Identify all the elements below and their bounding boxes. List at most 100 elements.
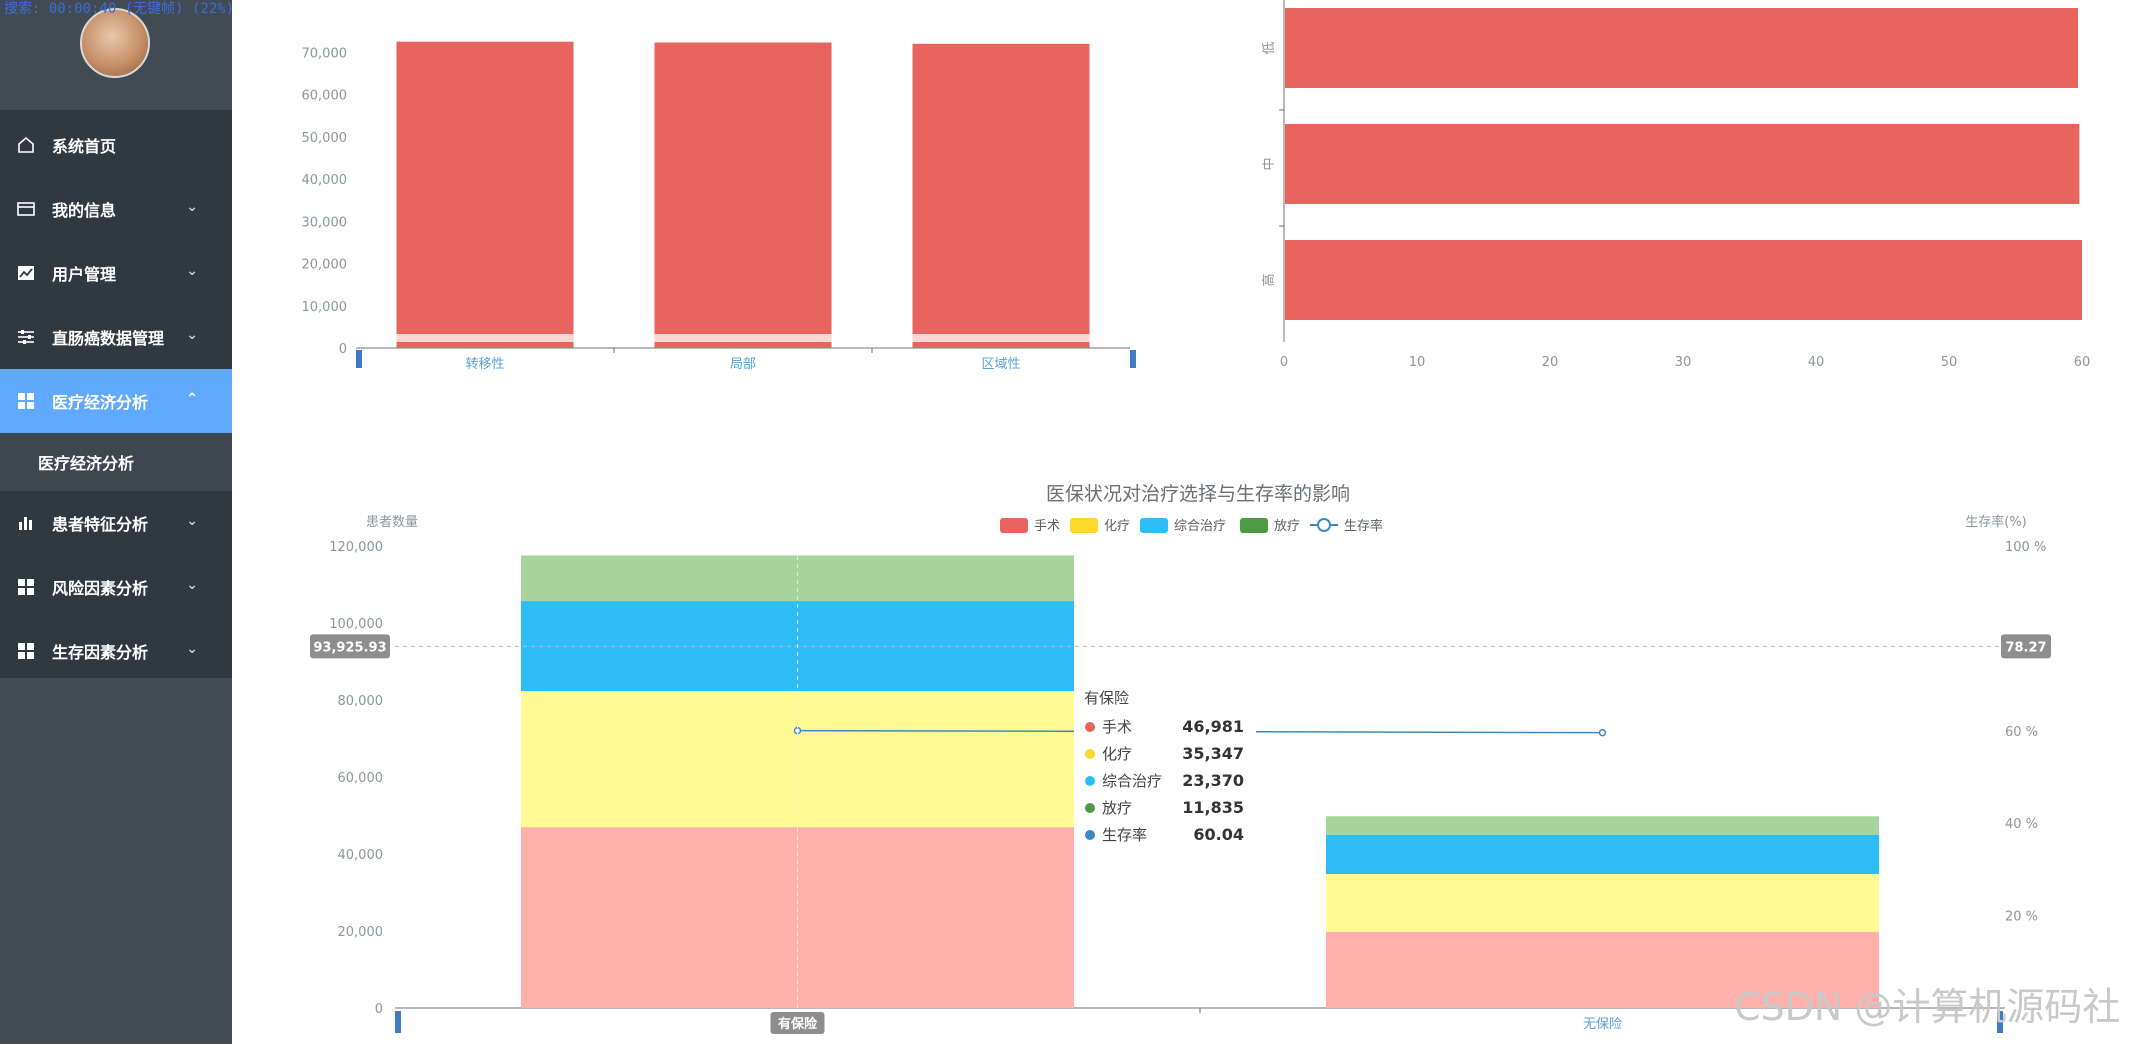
- stacked-bar-segment: [1326, 834, 1879, 875]
- chevron-down-icon: ⌄: [186, 513, 198, 529]
- y-tick-label: 20,000: [338, 925, 384, 940]
- datazoom-handle-left: [356, 350, 362, 368]
- y2-tick-label: 40 %: [2005, 817, 2038, 832]
- bar: [654, 42, 832, 348]
- tooltip-title: 有保险: [1084, 689, 1129, 707]
- sidebar-item-label: 风险因素分析: [52, 579, 149, 598]
- y2-axis-pointer-badge: [2001, 634, 2051, 659]
- tooltip-box: [1074, 678, 1256, 858]
- survival-point: [1598, 728, 1607, 737]
- sidebar-item-label: 患者特征分析: [52, 515, 149, 534]
- x-tick-label: 50: [1941, 355, 1958, 370]
- sidebar-item-label: 生存因素分析: [52, 643, 149, 662]
- bar: [396, 41, 574, 348]
- stacked-bar-segment: [1326, 931, 1879, 1008]
- sidebar-item-label: 直肠癌数据管理: [52, 329, 165, 348]
- sliders-icon: [16, 327, 36, 347]
- datazoom-handle-right: [1997, 1011, 2003, 1033]
- stacked-bar-segment: [1326, 874, 1879, 932]
- y-tick-label: 20,000: [302, 258, 348, 273]
- chevron-down-icon: ⌄: [186, 577, 198, 593]
- bar: [1285, 124, 2080, 204]
- tooltip-series-name: 手术: [1102, 718, 1132, 736]
- x-tick-label: 无保险: [1583, 1017, 1622, 1032]
- tooltip-series-name: 生存率: [1102, 826, 1147, 844]
- home-icon: [16, 135, 36, 155]
- tooltip-marker: [1085, 830, 1095, 840]
- x-tick-label: 20: [1542, 355, 1559, 370]
- grade-horizontal-bar-chart: 0 10 20 30 40 50 60 高 中 低: [1261, 0, 2090, 370]
- search-status-text: 搜索: 00:00:40 (无键帧) (22%): [4, 1, 235, 17]
- watermark-text: CSDN @计算机源码社: [1734, 985, 2120, 1029]
- x-tick-label: 0: [1280, 355, 1288, 370]
- legend-label: 化疗: [1104, 519, 1130, 534]
- x-tick-label: 转移性: [465, 357, 504, 372]
- y-tick-label: 低: [1262, 41, 1277, 54]
- tooltip-series-value: 35,347: [1182, 744, 1244, 763]
- y-axis-name: 患者数量: [366, 515, 418, 530]
- sidebar-item-label: 系统首页: [52, 137, 117, 156]
- y-tick-label: 70,000: [302, 46, 348, 61]
- datazoom-handle-left: [395, 1011, 401, 1033]
- y-tick-label: 高: [1261, 273, 1277, 286]
- sidebar-item-risk-factors[interactable]: 风险因素分析 ⌄: [0, 555, 232, 619]
- y-tick-label: 40,000: [338, 848, 384, 863]
- sidebar-item-patient-features[interactable]: 患者特征分析 ⌄: [0, 491, 232, 555]
- stacked-bar-segment: [521, 555, 1074, 602]
- y-tick-label: 80,000: [338, 694, 384, 709]
- legend-swatch: [1000, 518, 1028, 533]
- chevron-down-icon: ⌄: [186, 199, 198, 215]
- card-icon: [16, 199, 36, 219]
- bar: [912, 43, 1090, 349]
- y-tick-label: 100,000: [329, 617, 383, 632]
- y-tick-label: 60,000: [338, 771, 384, 786]
- y2-tick-label: 20 %: [2005, 910, 2038, 925]
- sidebar-header: 搜索: 00:00:40 (无键帧) (22%): [0, 0, 235, 110]
- avatar[interactable]: [80, 8, 150, 78]
- sidebar-item-home[interactable]: 系统首页: [0, 113, 232, 177]
- x-axis-pointer-badge: [770, 1012, 825, 1034]
- y-axis-pointer-value: 93,925.93: [313, 640, 386, 655]
- sidebar-item-medical-economics[interactable]: 医疗经济分析 ⌃: [0, 369, 232, 433]
- y-axis-pointer-badge: [310, 634, 390, 659]
- x-tick-label: 30: [1675, 355, 1692, 370]
- grid-icon: [16, 641, 36, 661]
- bar: [1285, 240, 2082, 320]
- sidebar-item-label: 用户管理: [52, 265, 117, 284]
- y2-axis-name: 生存率(%): [1965, 514, 2027, 530]
- y-tick-label: 120,000: [329, 540, 383, 555]
- chevron-down-icon: ⌄: [186, 327, 198, 343]
- y-tick-label: 中: [1262, 157, 1277, 170]
- y2-axis-pointer-value: 78.27: [2005, 640, 2046, 655]
- y-tick-label: 60,000: [302, 89, 348, 104]
- y-tick-label: 10,000: [302, 300, 348, 315]
- tooltip-marker: [1085, 722, 1095, 732]
- y2-tick-label: 100 %: [2005, 540, 2046, 555]
- x-tick-label: 有保险: [778, 1016, 818, 1032]
- sidebar: 搜索: 00:00:40 (无键帧) (22%) 系统首页 我的信息 ⌄ 用户管…: [0, 0, 235, 1044]
- sidebar-item-data-management[interactable]: 直肠癌数据管理 ⌄: [0, 305, 232, 369]
- legend-swatch: [1317, 518, 1331, 532]
- sidebar-subitem-medical-economics[interactable]: 医疗经济分析: [0, 433, 232, 491]
- y-tick-label: 0: [375, 1002, 383, 1017]
- x-tick-label: 10: [1409, 355, 1426, 370]
- chevron-down-icon: ⌄: [186, 263, 198, 279]
- sidebar-item-my-info[interactable]: 我的信息 ⌄: [0, 177, 232, 241]
- y-tick-label: 30,000: [302, 215, 348, 230]
- legend-label: 手术: [1034, 519, 1060, 534]
- y-tick-label: 40,000: [302, 173, 348, 188]
- legend-label: 生存率: [1344, 518, 1383, 534]
- stage-bar-chart: 0 10,000 20,000 30,000 40,000 50,000 60,000 70,…: [302, 41, 1136, 372]
- tooltip-series-name: 综合治疗: [1102, 772, 1162, 790]
- sidebar-item-label: 我的信息: [52, 201, 117, 220]
- tooltip-series-value: 23,370: [1182, 771, 1244, 790]
- chevron-down-icon: ⌄: [186, 641, 198, 657]
- tooltip-marker: [1085, 803, 1095, 813]
- sidebar-item-user-management[interactable]: 用户管理 ⌄: [0, 241, 232, 305]
- bar-chart-icon: [16, 513, 36, 533]
- sidebar-item-survival-factors[interactable]: 生存因素分析 ⌄: [0, 619, 232, 683]
- y2-tick-label: 60 %: [2005, 725, 2038, 740]
